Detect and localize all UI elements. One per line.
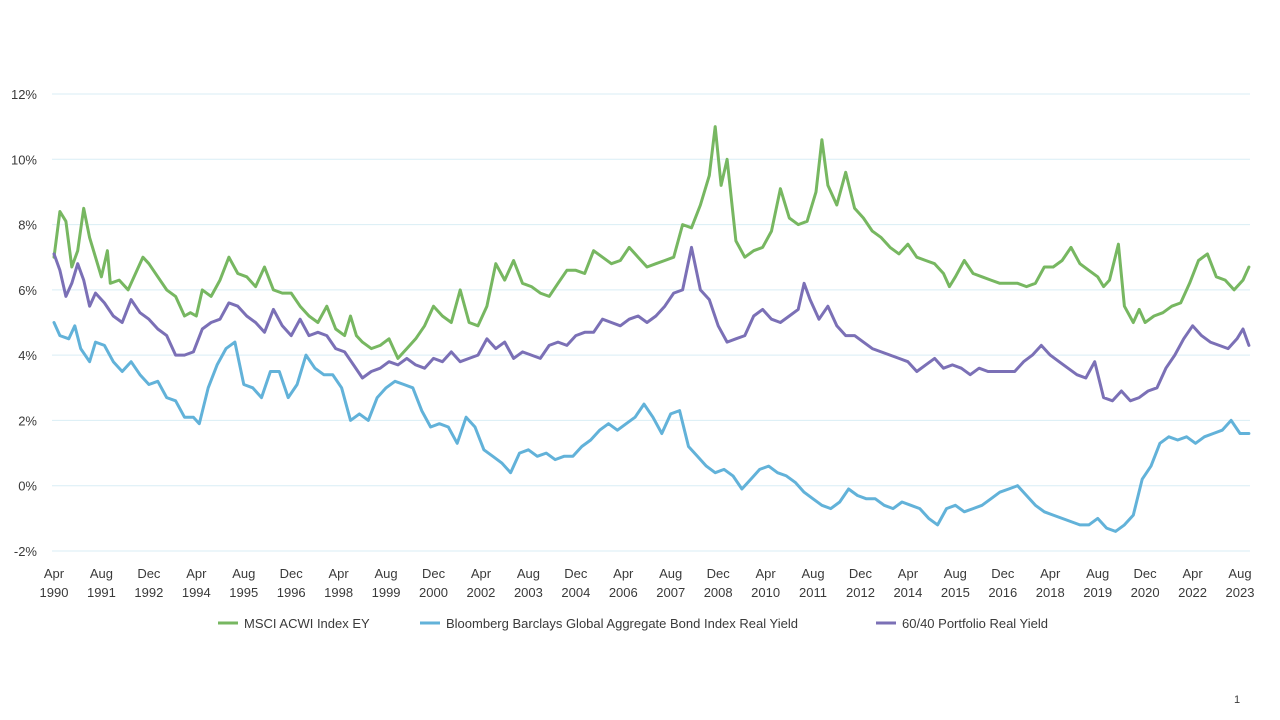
x-axis-tick-labels: Apr 1990 Aug 1991 Dec 1992 Apr 1994 Aug 1995 Dec 19…: [40, 566, 1255, 600]
x-tick-label-month: Dec: [137, 566, 161, 581]
x-tick-label-month: Dec: [707, 566, 731, 581]
x-tick-label-month: Dec: [422, 566, 446, 581]
x-tick-label-month: Aug: [944, 566, 967, 581]
x-tick-label-year: 1995: [229, 585, 258, 600]
y-tick-label: 4%: [18, 348, 37, 363]
x-tick-label-month: Apr: [898, 566, 919, 581]
x-tick-label-year: 2000: [419, 585, 448, 600]
x-tick-label-month: Apr: [755, 566, 776, 581]
x-tick-label-month: Dec: [849, 566, 873, 581]
x-tick-label-year: 2020: [1131, 585, 1160, 600]
x-tick-label-year: 2010: [751, 585, 780, 600]
x-tick-label-year: 1999: [372, 585, 401, 600]
x-tick-label-month: Aug: [1086, 566, 1109, 581]
x-tick-label-year: 2002: [466, 585, 495, 600]
x-tick-label-month: Aug: [801, 566, 824, 581]
y-tick-label: 2%: [18, 413, 37, 428]
x-tick-label-year: 1996: [277, 585, 306, 600]
x-tick-label-year: 2015: [941, 585, 970, 600]
x-tick-label-month: Apr: [44, 566, 65, 581]
x-tick-label-month: Apr: [1040, 566, 1061, 581]
gridlines: [52, 93, 1250, 552]
x-tick-label-year: 1992: [134, 585, 163, 600]
x-tick-label-year: 2004: [561, 585, 590, 600]
x-tick-label-year: 2011: [799, 585, 827, 600]
x-tick-label-month: Aug: [659, 566, 682, 581]
x-tick-label-year: 1998: [324, 585, 353, 600]
legend-label: MSCI ACWI Index EY: [244, 616, 370, 631]
y-tick-label: 12%: [11, 87, 37, 102]
x-tick-label-month: Dec: [280, 566, 304, 581]
x-tick-label-month: Aug: [1228, 566, 1251, 581]
legend: MSCI ACWI Index EY Bloomberg Barclays Glo…: [218, 616, 1048, 631]
legend-label: 60/40 Portfolio Real Yield: [902, 616, 1048, 631]
x-tick-label-month: Dec: [1134, 566, 1158, 581]
x-tick-label-year: 1994: [182, 585, 211, 600]
x-tick-label-year: 2023: [1226, 585, 1255, 600]
x-tick-label-year: 2003: [514, 585, 543, 600]
x-tick-label-month: Apr: [186, 566, 207, 581]
x-tick-label-month: Apr: [1182, 566, 1203, 581]
series-line-3: [52, 245, 1251, 403]
x-tick-label-month: Aug: [90, 566, 113, 581]
y-tick-label: 8%: [18, 218, 37, 233]
y-tick-label: 10%: [11, 152, 37, 167]
x-tick-label-year: 2016: [988, 585, 1017, 600]
series-line-1: [52, 125, 1251, 360]
y-tick-label: 0%: [18, 479, 37, 494]
x-tick-label-month: Aug: [232, 566, 255, 581]
x-tick-label-month: Aug: [375, 566, 398, 581]
x-tick-label-month: Aug: [517, 566, 540, 581]
x-tick-label-year: 2007: [656, 585, 685, 600]
y-tick-label: 6%: [18, 283, 37, 298]
x-tick-label-month: Apr: [613, 566, 634, 581]
y-axis-tick-labels: -2% 0% 2% 4% 6% 8% 10% 12%: [11, 87, 37, 559]
legend-label: Bloomberg Barclays Global Aggregate Bond…: [446, 616, 798, 631]
x-tick-label-year: 2014: [893, 585, 922, 600]
page-number: 1: [1234, 694, 1241, 706]
x-tick-label-year: 2022: [1178, 585, 1207, 600]
y-tick-label: -2%: [14, 544, 38, 559]
x-tick-label-year: 2012: [846, 585, 875, 600]
x-tick-label-month: Apr: [471, 566, 492, 581]
x-tick-label-month: Apr: [329, 566, 350, 581]
x-tick-label-year: 1991: [87, 585, 116, 600]
x-tick-label-year: 1990: [40, 585, 69, 600]
x-tick-label-year: 2018: [1036, 585, 1065, 600]
x-tick-label-year: 2008: [704, 585, 733, 600]
x-tick-label-year: 2006: [609, 585, 638, 600]
x-tick-label-month: Dec: [564, 566, 588, 581]
x-tick-label-year: 2019: [1083, 585, 1112, 600]
x-tick-label-month: Dec: [991, 566, 1015, 581]
series-line-2: [52, 321, 1251, 533]
series-lines: [52, 125, 1251, 533]
